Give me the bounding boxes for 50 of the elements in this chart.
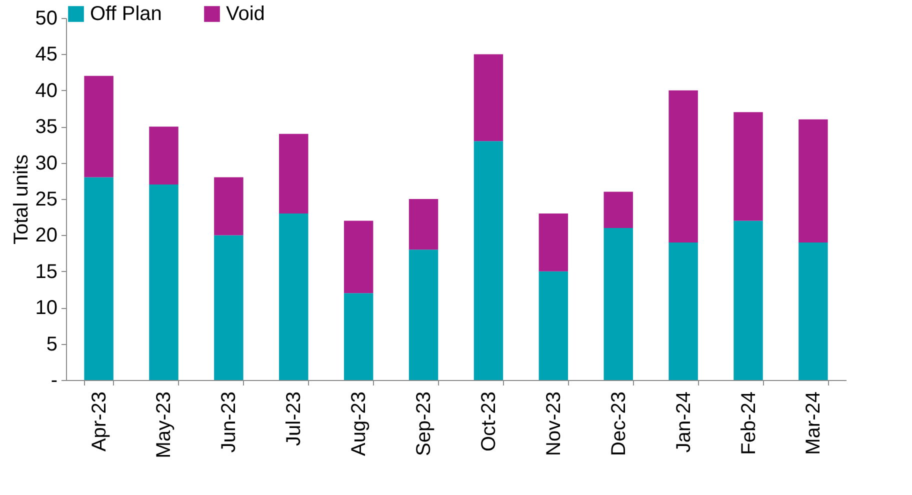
x-tick-label: Sep-23 <box>413 392 436 456</box>
bar <box>149 184 178 380</box>
y-tick-label: 50 <box>35 8 58 30</box>
y-tick-label: 5 <box>46 333 58 356</box>
bar <box>149 126 178 185</box>
y-tick-label: 15 <box>35 260 58 283</box>
bar <box>538 213 568 272</box>
bar <box>734 112 763 221</box>
y-tick-label: 10 <box>35 297 58 320</box>
bar <box>84 76 114 178</box>
bar <box>474 141 504 380</box>
y-axis-title: Total units <box>10 154 32 245</box>
legend-label: Void <box>226 3 265 25</box>
x-tick-label: Nov-23 <box>542 392 565 456</box>
bar <box>604 192 633 228</box>
bar <box>538 271 568 380</box>
x-tick-label: Dec-23 <box>608 392 630 456</box>
bar <box>279 213 308 380</box>
bar <box>798 242 828 380</box>
bar <box>408 199 438 250</box>
bar <box>84 177 114 380</box>
bar <box>214 177 244 236</box>
x-tick-label: Jul-23 <box>283 392 306 446</box>
x-tick-label: Feb-24 <box>738 392 760 455</box>
bar <box>279 134 308 214</box>
bar <box>798 119 828 242</box>
y-tick-label: 30 <box>35 152 58 174</box>
bar <box>668 242 698 380</box>
x-tick-label: Mar-24 <box>802 392 825 455</box>
bar <box>604 228 633 380</box>
bar <box>734 220 763 380</box>
x-tick-label: May-23 <box>153 392 176 458</box>
y-tick-label: 20 <box>35 224 58 247</box>
y-tick-label: 35 <box>35 116 58 138</box>
x-tick-label: Oct-23 <box>478 392 500 452</box>
bar <box>344 220 374 294</box>
x-tick-label: Jan-24 <box>672 392 695 453</box>
x-tick-label: Aug-23 <box>348 392 370 456</box>
bar <box>214 235 244 380</box>
y-tick-label: 45 <box>35 44 58 66</box>
y-tick-label: - <box>50 370 58 392</box>
x-tick-label: Jun-23 <box>218 392 240 453</box>
y-tick-label: 25 <box>35 188 58 210</box>
legend-label: Off Plan <box>90 3 162 25</box>
bar <box>474 54 504 142</box>
bar <box>668 90 698 242</box>
y-tick-label: 40 <box>35 80 58 102</box>
bar <box>408 250 438 380</box>
bar <box>344 293 374 380</box>
x-tick-label: Apr-23 <box>88 392 110 452</box>
